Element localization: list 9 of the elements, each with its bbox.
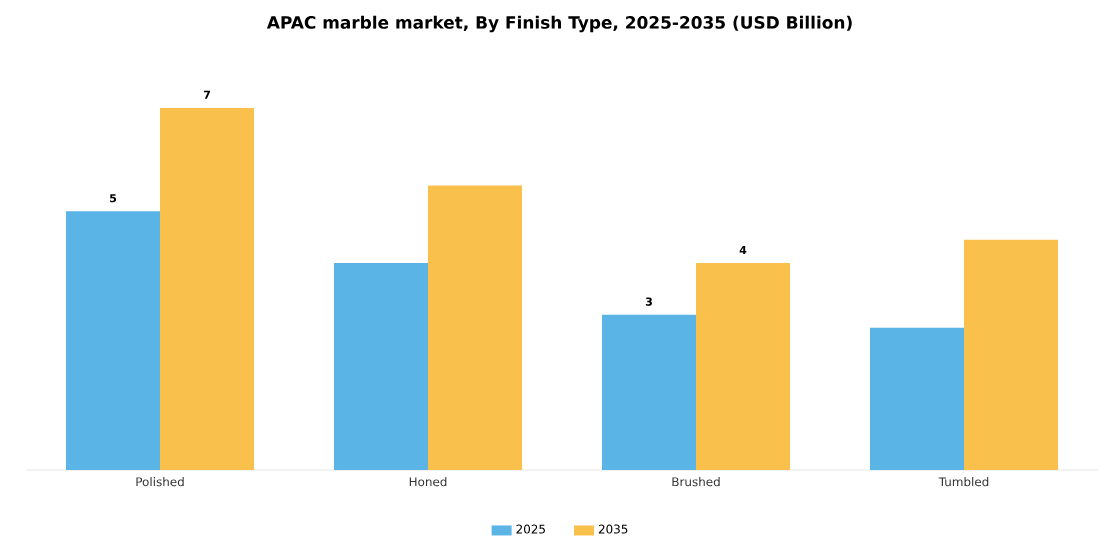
bar [964,239,1059,470]
bar [602,314,697,470]
bar [334,263,428,470]
bar [66,211,160,470]
bar [696,263,791,470]
bar [160,107,254,470]
chart-title: APAC marble market, By Finish Type, 2025-2035 (USD Billion) [266,15,852,33]
bar [428,185,522,470]
bar [870,327,965,470]
